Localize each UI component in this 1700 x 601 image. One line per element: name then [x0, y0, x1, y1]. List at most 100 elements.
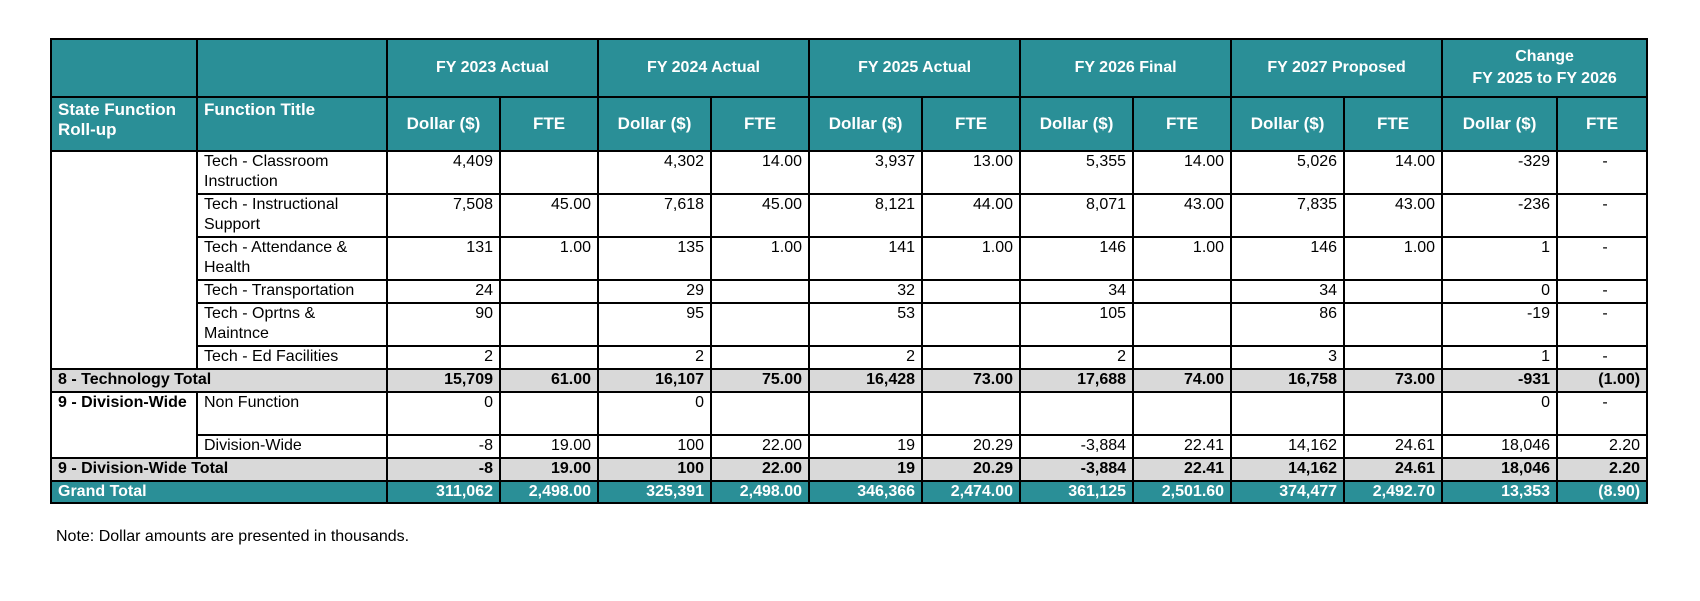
cell-dollar	[808, 391, 924, 436]
header-fy2023: FY 2023 Actual	[385, 38, 600, 98]
function-title-cell: Tech - Instructional Support	[196, 193, 388, 238]
cell-fte	[498, 345, 600, 370]
header-fte: FTE	[1343, 96, 1444, 152]
cell-fte: 22.41	[1132, 434, 1233, 459]
cell-dollar: 8,071	[1019, 193, 1135, 238]
header-fte: FTE	[1132, 96, 1233, 152]
cell-change-fte: -	[1556, 302, 1649, 347]
cell-change-fte: (1.00)	[1556, 368, 1649, 393]
header-dollar: Dollar ($)	[1441, 96, 1559, 152]
cell-dollar: -3,884	[1019, 434, 1135, 459]
division-wide-total-row: 9 - Division-Wide Total -8 19.00 100 22.…	[50, 457, 1649, 482]
budget-table: FY 2023 Actual FY 2024 Actual FY 2025 Ac…	[50, 38, 1649, 504]
cell-change-dollar: 0	[1441, 279, 1559, 304]
cell-fte: 22.41	[1132, 457, 1233, 482]
cell-fte	[710, 345, 811, 370]
cell-dollar: 7,835	[1230, 193, 1346, 238]
cell-change-dollar: -329	[1441, 150, 1559, 195]
cell-dollar: 131	[386, 236, 501, 281]
function-title-cell: Division-Wide	[196, 434, 388, 459]
cell-fte: 2,474.00	[921, 480, 1022, 504]
cell-fte: 2,498.00	[498, 480, 600, 504]
cell-fte: 24.61	[1343, 457, 1444, 482]
cell-dollar: 4,302	[597, 150, 713, 195]
cell-fte	[1132, 345, 1233, 370]
cell-fte	[921, 391, 1022, 436]
cell-fte: 22.00	[710, 457, 811, 482]
grand-total-label: Grand Total	[50, 480, 388, 504]
header-fte: FTE	[921, 96, 1022, 152]
cell-fte: 73.00	[921, 368, 1022, 393]
cell-dollar: 146	[1019, 236, 1135, 281]
cell-fte: 14.00	[1132, 150, 1233, 195]
cell-dollar: -8	[386, 434, 501, 459]
cell-fte: 61.00	[498, 368, 600, 393]
table-row: Division-Wide -8 19.00 100 22.00 19 20.2…	[51, 434, 1649, 459]
budget-table-container: FY 2023 Actual FY 2024 Actual FY 2025 Ac…	[50, 38, 1649, 504]
cell-dollar: 2	[1019, 345, 1135, 370]
cell-fte	[921, 345, 1022, 370]
cell-dollar: 19	[808, 434, 924, 459]
header-function-title: Function Title	[196, 96, 388, 152]
cell-fte: 43.00	[1132, 193, 1233, 238]
cell-fte	[1343, 302, 1444, 347]
cell-dollar: 5,026	[1230, 150, 1346, 195]
cell-dollar: 346,366	[808, 480, 924, 504]
header-dollar: Dollar ($)	[386, 96, 501, 152]
roll-up-cell-technology	[50, 150, 198, 370]
cell-dollar: 15,709	[386, 368, 501, 393]
header-change-line2: FY 2025 to FY 2026	[1472, 70, 1617, 87]
cell-change-fte: -	[1556, 345, 1649, 370]
cell-fte: 13.00	[921, 150, 1022, 195]
header-dollar: Dollar ($)	[1019, 96, 1135, 152]
cell-dollar: 5,355	[1019, 150, 1135, 195]
cell-change-dollar: -931	[1441, 368, 1559, 393]
cell-fte: 2,501.60	[1132, 480, 1233, 504]
cell-fte: 24.61	[1343, 434, 1444, 459]
cell-dollar: 14,162	[1230, 457, 1346, 482]
division-wide-total-label: 9 - Division-Wide Total	[50, 457, 388, 482]
cell-dollar: 29	[597, 279, 713, 304]
cell-dollar: 90	[386, 302, 501, 347]
cell-fte	[921, 302, 1022, 347]
cell-dollar	[1230, 391, 1346, 436]
cell-dollar: 32	[808, 279, 924, 304]
function-title-cell: Tech - Attendance & Health	[196, 236, 388, 281]
column-header-row: State Function Roll-up Function Title Do…	[50, 96, 1649, 152]
header-roll-up: State Function Roll-up	[50, 96, 198, 152]
header-dollar: Dollar ($)	[1230, 96, 1346, 152]
roll-up-cell-division-wide: 9 - Division-Wide	[50, 391, 198, 459]
cell-fte: 74.00	[1132, 368, 1233, 393]
cell-dollar: 100	[597, 434, 713, 459]
cell-fte: 75.00	[710, 368, 811, 393]
cell-change-fte: 2.20	[1556, 457, 1649, 482]
cell-change-dollar: -19	[1441, 302, 1559, 347]
cell-dollar: 135	[597, 236, 713, 281]
header-fy2025: FY 2025 Actual	[808, 38, 1022, 98]
cell-change-fte: -	[1556, 236, 1649, 281]
cell-fte	[710, 279, 811, 304]
cell-fte: 2,498.00	[710, 480, 811, 504]
cell-change-fte: -	[1556, 193, 1649, 238]
cell-fte	[1132, 302, 1233, 347]
cell-fte	[1343, 391, 1444, 436]
cell-dollar	[1019, 391, 1135, 436]
header-fy2026: FY 2026 Final	[1019, 38, 1233, 98]
cell-fte: 14.00	[710, 150, 811, 195]
technology-total-row: 8 - Technology Total 15,709 61.00 16,107…	[50, 368, 1649, 393]
cell-fte: 20.29	[921, 434, 1022, 459]
cell-dollar: 17,688	[1019, 368, 1135, 393]
cell-fte	[921, 279, 1022, 304]
cell-change-fte: -	[1556, 279, 1649, 304]
cell-fte: 44.00	[921, 193, 1022, 238]
function-title-cell: Tech - Transportation	[196, 279, 388, 304]
cell-fte: 1.00	[1132, 236, 1233, 281]
cell-dollar: 2	[808, 345, 924, 370]
cell-change-fte: -	[1556, 391, 1649, 436]
cell-dollar: 4,409	[386, 150, 501, 195]
table-row: 9 - Division-Wide Non Function 0 0 0 -	[50, 391, 1649, 459]
header-blank-1	[50, 38, 198, 98]
cell-change-dollar: 0	[1441, 391, 1559, 436]
cell-dollar: 3	[1230, 345, 1346, 370]
cell-dollar: 14,162	[1230, 434, 1346, 459]
